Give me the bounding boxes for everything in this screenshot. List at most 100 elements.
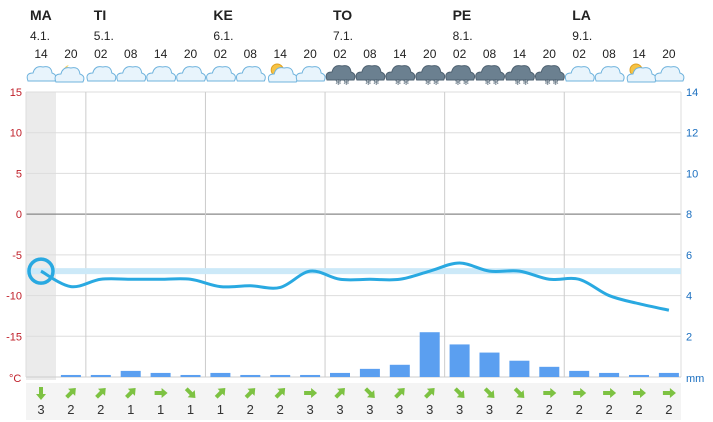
wind-speed-label: 1 [157,402,164,417]
hour-labels: 14 20 02 08 14 20 02 08 14 20 02 08 14 20 02 08 14 20 02 08… [34,47,676,61]
cloud-shape [594,66,625,82]
wind-arrow-icon [424,388,435,399]
temperature-tick-label: -15 [6,331,22,343]
wind-arrow-icon [633,388,646,398]
wind-arrow-shape [573,388,587,398]
snowflake-icon: ❄ [552,78,559,87]
cloud-shape [235,66,266,82]
precip-bar [419,332,440,377]
temperature-axis: °C 15 10 5 0 -5 -10 -15 [6,87,22,385]
wind-arrow-shape [244,388,256,399]
day-date: 7.1. [333,29,353,43]
cloud-body [415,65,446,81]
wind-speed-label: 2 [97,402,104,417]
cloud-body [475,65,505,81]
wind-speed-label: 3 [426,402,433,417]
precipitation-bars [60,332,679,377]
hour-label: 08 [124,47,138,61]
temperature-tick-label: -5 [12,250,22,262]
cloud-shape [355,65,386,81]
precip-bar [90,374,111,377]
precipitation-unit-label: mm [686,373,704,385]
precip-bar [210,372,231,377]
grid [25,91,682,378]
wind-arrow-shape [334,388,345,399]
cloud-shape [415,65,446,81]
wind-arrow-icon [394,388,405,399]
wind-arrow-shape [603,388,617,398]
snowflake-icon: ❄ [365,78,372,87]
hour-label: 14 [513,47,527,61]
hour-label: 02 [94,47,108,61]
wind-arrow-icon [36,387,46,400]
cloud-shape [654,66,685,82]
hour-label: 08 [244,47,258,61]
wind-speed-label: 3 [306,402,313,417]
wind-row: 3 2 2 1 1 1 1 2 2 3 3 3 3 3 3 3 2 2 2 2 2 2 [26,383,681,420]
wind-speed-label: 3 [366,402,373,417]
hour-label: 20 [543,47,557,61]
wind-arrow-icon [304,388,318,398]
wind-arrow-icon [214,388,226,399]
cloud-body [54,67,85,83]
cloud-shape [385,65,416,81]
wind-arrow-shape [633,388,646,398]
temperature-tick-label: 5 [16,168,22,180]
snowflake-icon: ❄ [455,78,462,87]
cloud-shape [445,65,476,81]
wind-arrow-icon [603,388,617,398]
hour-label: 20 [64,47,78,61]
snowflake-icon: ❄ [373,78,380,87]
precip-bar [120,370,141,377]
snowflake-icon: ❄ [493,78,500,87]
cloud-shape [505,65,535,81]
cloud-body [86,66,117,82]
hour-label: 08 [483,47,497,61]
cloud-body [534,65,565,81]
cloud-body [564,66,595,82]
day-name: TO [333,7,352,23]
day-name: MA [30,7,52,23]
wind-arrow-shape [95,388,106,399]
precip-bar [629,374,649,377]
wind-speed-label: 1 [187,402,194,417]
wind-speed-label: 2 [546,402,553,417]
cloud-shape [295,66,326,82]
wind-speed-label: 3 [396,402,403,417]
wind-arrow-icon [95,388,106,399]
threshold-band [26,268,681,275]
wind-arrow-shape [483,387,495,398]
cloud-body [295,66,326,82]
precip-bar [180,374,201,377]
wind-arrow-shape [662,388,676,398]
day-date: 9.1. [572,29,592,43]
wind-arrow-shape [125,388,136,399]
wind-arrow-shape [394,388,405,399]
wind-arrow-icon [364,387,375,398]
snowflake-icon: ❄ [403,78,410,87]
wind-speed-label: 2 [247,402,254,417]
precip-bar [270,374,291,377]
wind-arrow-icon [65,388,76,399]
wind-arrow-shape [274,388,286,399]
wind-arrow-shape [513,387,525,398]
cloud-shape [146,66,177,82]
wind-arrow-icon [154,388,168,398]
hour-label: 14 [393,47,407,61]
precipitation-axis: mm 14 12 10 8 6 4 2 [686,87,704,385]
snowflake-icon: ❄ [463,78,470,87]
cloud-shape [176,66,206,82]
temperature-tick-label: 15 [10,87,22,99]
temperature-tick-label: 0 [16,209,22,221]
wind-arrow-icon [334,388,345,399]
cloud-shape [475,65,505,81]
cloud-body [176,66,206,82]
day-name: KE [213,7,232,23]
wind-speed-label: 2 [67,402,74,417]
precip-bar [300,374,321,377]
precipitation-tick-label: 12 [686,128,698,140]
cloud-shape [534,65,565,81]
snowflake-icon: ❄ [433,78,440,87]
cloud-body [445,65,476,81]
wind-arrow-shape [453,387,465,398]
